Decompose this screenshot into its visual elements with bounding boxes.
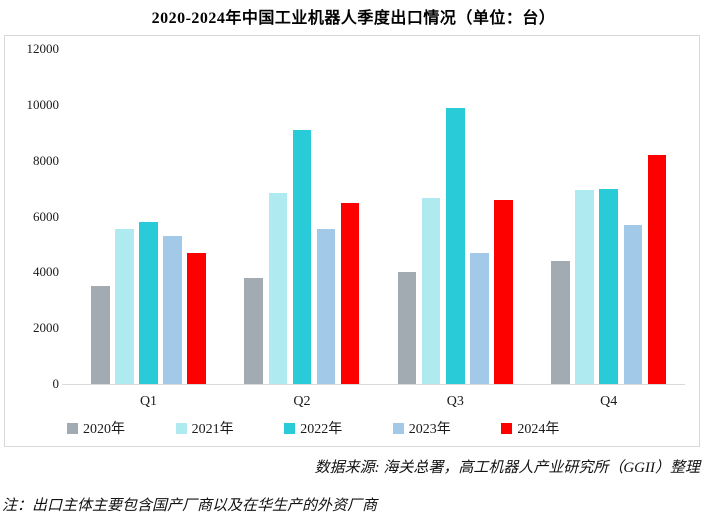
- legend-item-0: 2020年: [67, 420, 125, 437]
- data-source-text: 数据来源: 海关总署，高工机器人产业研究所（GGII）整理: [314, 460, 700, 476]
- legend-item-1: 2021年: [175, 420, 234, 437]
- bar-s3-q2: [316, 229, 336, 384]
- bar-s2-q1: [139, 222, 158, 384]
- y-tick-label: 0: [52, 376, 60, 391]
- x-axis-line: [62, 384, 685, 385]
- bar-s1-q3: [421, 198, 441, 384]
- bar-s1-q4: [575, 189, 594, 384]
- legend-item-3: 2023年: [392, 420, 451, 437]
- bar-s1-q2: [268, 192, 288, 384]
- legend-label: 2021年: [191, 422, 234, 437]
- legend-swatch-icon: [284, 422, 296, 434]
- bar-s2-q2: [292, 129, 312, 384]
- bar-s4-q2: [340, 202, 360, 384]
- bar-s4-q1: [187, 252, 206, 384]
- bar-s3-q3: [470, 252, 489, 384]
- bar-s3-q4: [623, 224, 643, 384]
- y-tick-label: 4000: [33, 264, 59, 280]
- legend-label: 2024年: [517, 422, 560, 437]
- legend-swatch-icon: [392, 422, 404, 434]
- y-tick-label: 6000: [33, 208, 59, 224]
- x-axis-label-q4: Q4: [600, 394, 618, 409]
- legend-swatch-icon: [501, 422, 513, 434]
- bar-s4-q3: [494, 199, 513, 384]
- bar-s0-q3: [397, 272, 417, 384]
- bar-s2-q4: [599, 188, 618, 384]
- bar-s1-q1: [115, 229, 134, 384]
- chart-area: 0 2000 4000 6000 8000 10000 12000 Q1 Q2 Q3 Q4 202…: [4, 35, 700, 447]
- legend-label: 2022年: [300, 422, 343, 437]
- legend-item-4: 2024年: [501, 420, 560, 437]
- bar-s0-q4: [551, 261, 570, 384]
- legend-label: 2023年: [408, 422, 451, 437]
- legend-item-2: 2022年: [284, 420, 343, 437]
- y-tick-label: 10000: [26, 96, 60, 112]
- bar-s0-q1: [91, 286, 110, 384]
- bar-s3-q1: [163, 236, 182, 384]
- note-text: 注：出口主体主要包含国产厂商以及在华生产的外资厂商: [2, 498, 378, 514]
- bar-s2-q3: [446, 107, 465, 384]
- x-axis-label-q1: Q1: [139, 394, 158, 409]
- chart-title: 2020-2024年中国工业机器人季度出口情况（单位：台）: [151, 10, 556, 27]
- x-axis-label-q2: Q2: [293, 394, 311, 409]
- legend-swatch-icon: [175, 422, 187, 434]
- legend-label: 2020年: [83, 422, 125, 437]
- y-tick-label: 2000: [33, 320, 59, 336]
- x-axis-label-q3: Q3: [446, 394, 464, 409]
- y-tick-label: 12000: [26, 41, 60, 56]
- bar-s4-q4: [647, 155, 667, 384]
- legend-swatch-icon: [67, 422, 78, 434]
- y-tick-label: 8000: [33, 152, 59, 168]
- bar-s0-q2: [244, 277, 263, 384]
